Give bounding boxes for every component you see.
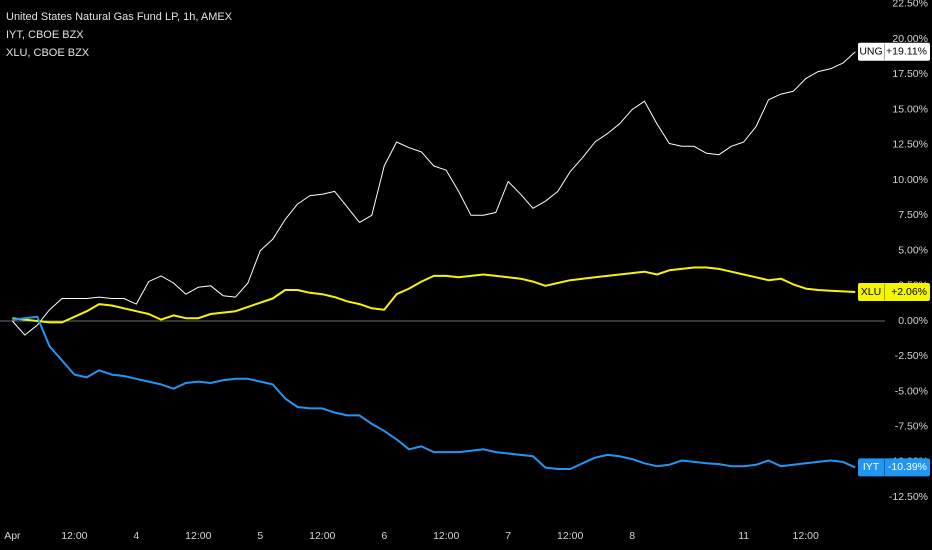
price-tag [858,282,930,301]
x-tick-label: 6 [381,530,387,542]
y-tick-label: -12.50% [889,491,928,503]
y-tick-label: -2.50% [895,350,928,362]
price-tag-divider [884,43,885,60]
last-value-label: +2.06% [891,286,927,298]
last-value-label: +19.11% [886,45,927,57]
x-tick-label: 12:00 [309,530,335,542]
price-tag-divider [884,283,885,300]
y-tick-label: 10.00% [892,174,928,186]
series-tag: UNG [859,45,882,57]
price-tag-divider [884,459,885,476]
legend-text: XLU, CBOE BZX [6,47,90,59]
x-tick-label: 12:00 [185,530,211,542]
series-line [12,315,856,470]
legend-text: United States Natural Gas Fund LP, 1h, A… [6,11,233,23]
x-tick-label: 7 [505,530,511,542]
y-tick-label: 17.50% [892,68,928,80]
series-line [12,51,856,336]
legend-text: IYT, CBOE BZX [6,29,84,41]
series-tag: IYT [863,461,880,473]
y-tick-label: 12.50% [892,139,928,151]
y-tick-label: -7.50% [895,420,928,432]
y-tick-label: -5.00% [895,385,928,397]
x-tick-label: 12:00 [793,530,819,542]
x-tick-label: 12:00 [433,530,459,542]
last-value-label: -10.39% [888,461,927,473]
x-tick-label: 12:00 [61,530,87,542]
y-tick-label: 7.50% [898,209,928,221]
price-tag [858,42,930,61]
y-tick-label: 0.00% [898,315,928,327]
x-tick-label: 11 [738,530,749,542]
series-tag: XLU [861,286,881,298]
x-tick-label: 4 [133,530,139,542]
x-tick-label: 12:00 [557,530,583,542]
y-tick-label: 15.00% [892,103,928,115]
x-tick-label: 8 [629,530,635,542]
series-line [12,266,856,324]
y-tick-label: 5.00% [898,244,928,256]
y-tick-label: 22.50% [892,0,928,10]
y-tick-label: 20.00% [892,33,928,45]
price-tag [858,458,930,477]
x-tick-label: Apr [4,530,21,542]
x-tick-label: 5 [257,530,263,542]
